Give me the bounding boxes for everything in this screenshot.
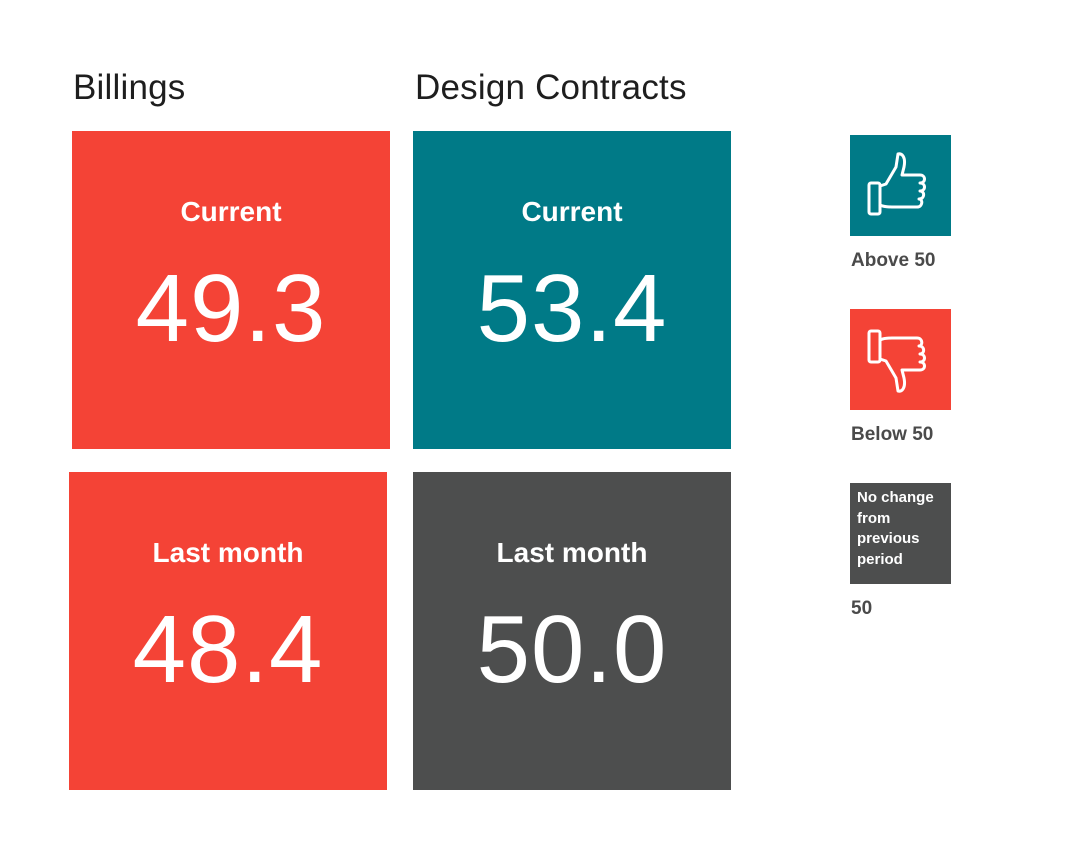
legend-above-box [850,135,951,236]
legend-below-box [850,309,951,410]
design-contracts-last-month-label: Last month [496,537,648,568]
design-contracts-last-month-tile: Last month 50.0 [413,472,731,790]
design-contracts-title: Design Contracts [415,68,687,107]
legend-no-change-caption: 50 [851,598,873,619]
legend-below-caption: Below 50 [851,424,934,445]
billings-current-tile: Current 49.3 [72,131,390,449]
legend-no-change-box: No change from previous period [850,483,951,584]
legend-no-change-text: No change from previous period [857,489,934,568]
billings-current-label: Current [180,196,282,227]
design-contracts-last-month-value: 50.0 [476,596,668,703]
thumbs-up-icon [867,152,926,216]
thumbs-down-icon [867,329,926,393]
design-contracts-current-value: 53.4 [476,255,668,362]
billings-title: Billings [73,68,186,107]
billings-last-month-tile: Last month 48.4 [69,472,387,790]
design-contracts-current-tile: Current 53.4 [413,131,731,449]
billings-last-month-label: Last month [152,537,304,568]
design-contracts-current-label: Current [521,196,623,227]
legend-above-caption: Above 50 [851,250,936,271]
billings-last-month-value: 48.4 [132,596,324,703]
billings-current-value: 49.3 [135,255,327,362]
